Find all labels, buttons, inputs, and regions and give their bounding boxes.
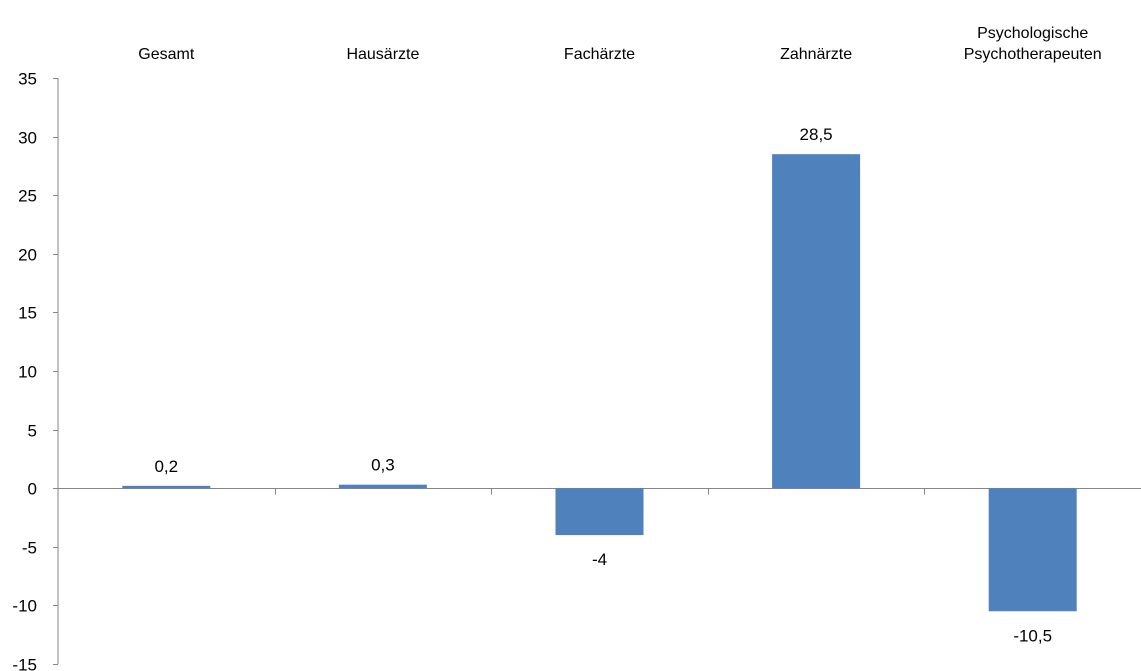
category-label: Psychotherapeuten [964,46,1102,63]
y-tick-label: 5 [28,422,37,441]
y-tick-label: 30 [18,129,37,148]
y-tick-label: 35 [18,70,37,89]
y-tick-label: -15 [12,656,37,671]
category-label: Psychologische [977,25,1088,42]
data-label: -4 [592,550,607,569]
bar[interactable] [772,154,861,489]
y-tick-label: -10 [12,597,37,616]
bar[interactable] [555,488,644,536]
data-label: 0,3 [371,456,395,475]
category-label: Fachärzte [564,46,635,63]
data-label: -10,5 [1013,626,1052,645]
y-tick-label: 0 [28,480,37,499]
y-tick-label: 25 [18,187,37,206]
category-label: Hausärzte [346,46,419,63]
category-label: Gesamt [138,46,195,63]
data-label: 28,5 [800,125,833,144]
y-tick-label: 20 [18,246,37,265]
y-tick-label: 15 [18,304,37,323]
bar[interactable] [988,488,1077,612]
category-label: Zahnärzte [780,46,852,63]
y-tick-label: 10 [18,363,37,382]
bar[interactable] [122,485,211,489]
y-tick-label: -5 [22,539,37,558]
data-label: 0,2 [154,457,178,476]
bar[interactable] [338,484,427,489]
